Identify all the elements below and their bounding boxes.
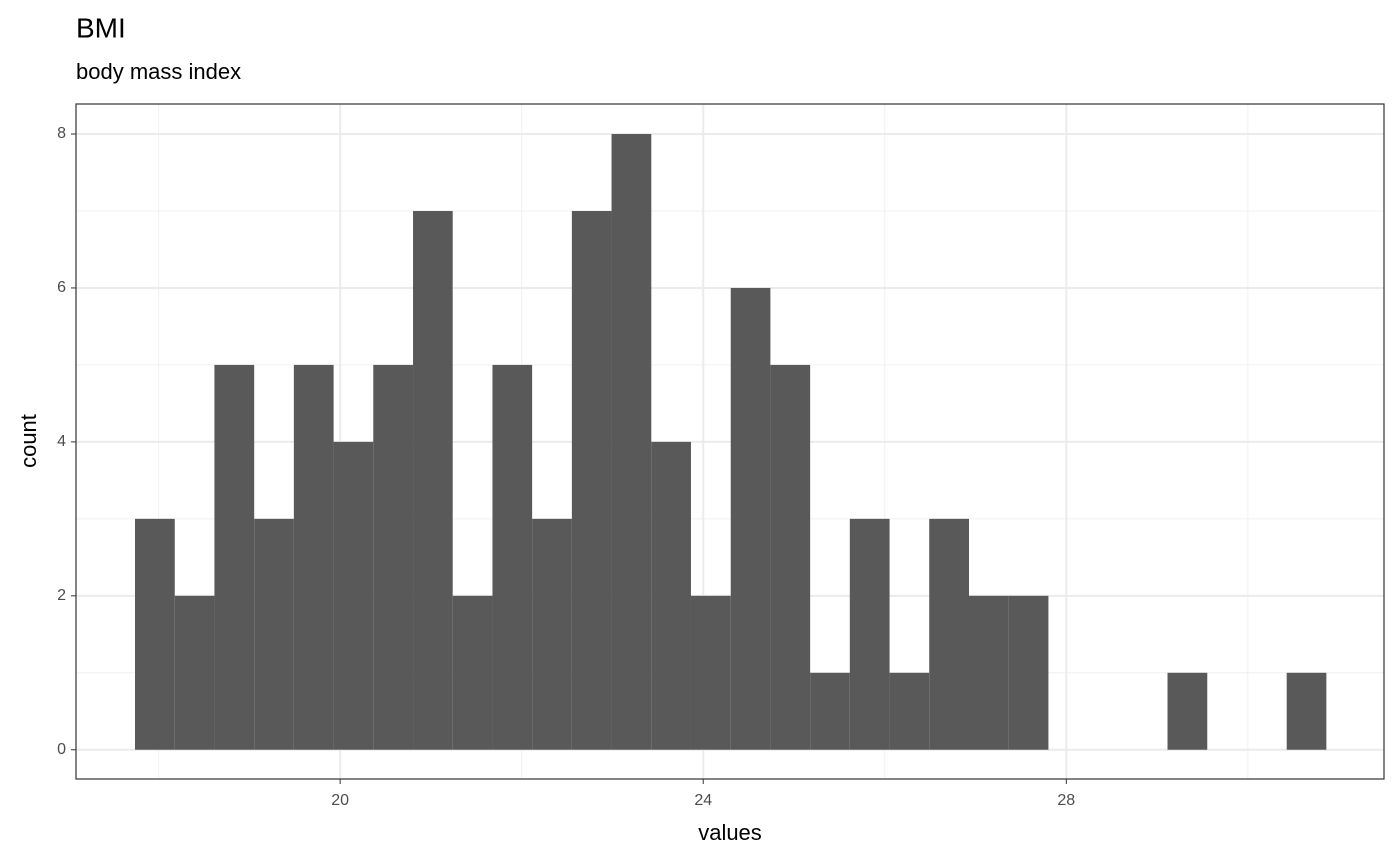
x-tick-label: 20 <box>331 792 349 809</box>
y-tick-label: 4 <box>57 433 66 450</box>
bar <box>1008 595 1049 750</box>
y-tick-label: 0 <box>57 741 66 758</box>
x-tick-label: 28 <box>1057 792 1075 809</box>
bar <box>929 518 969 750</box>
bar <box>571 210 612 750</box>
bar <box>532 518 572 750</box>
bar <box>1167 672 1208 750</box>
chart-title: BMI <box>76 12 126 43</box>
bar <box>174 595 215 750</box>
bar <box>690 595 731 750</box>
bar <box>810 672 850 750</box>
x-axis-title: values <box>698 820 762 845</box>
y-tick-label: 2 <box>57 587 66 604</box>
bar <box>611 134 652 750</box>
chart-subtitle: body mass index <box>76 59 241 84</box>
bar <box>293 364 334 750</box>
y-tick-label: 6 <box>57 279 66 296</box>
bar <box>889 672 930 750</box>
panel-border <box>75 103 1385 780</box>
bar <box>968 595 1009 750</box>
bar <box>651 441 691 750</box>
bar <box>214 364 255 750</box>
x-tick-label: 24 <box>694 792 712 809</box>
bar <box>770 364 811 750</box>
bar <box>413 210 453 750</box>
bar <box>849 518 890 750</box>
y-tick-label: 8 <box>57 125 66 142</box>
bar <box>1286 672 1327 750</box>
y-axis-title: count <box>16 414 41 468</box>
bar <box>333 441 374 750</box>
bar <box>373 364 414 750</box>
bar <box>730 287 771 750</box>
bar <box>492 364 533 750</box>
bar <box>254 518 294 750</box>
bar <box>135 518 175 750</box>
bar <box>452 595 493 750</box>
